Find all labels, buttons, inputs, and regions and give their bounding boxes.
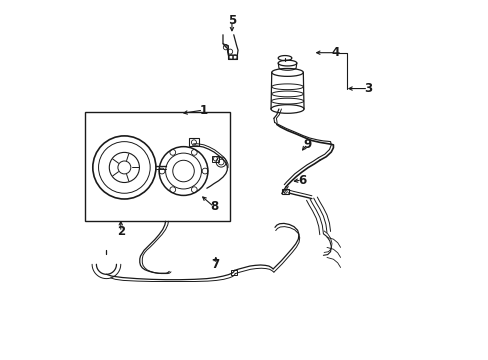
Text: 6: 6 [297,174,305,186]
Text: 3: 3 [364,82,371,95]
Bar [230,270,237,275]
Text: 7: 7 [211,258,220,271]
Text: 2: 2 [117,225,124,238]
Bar [85,112,230,221]
Bar [282,189,288,194]
Text: 8: 8 [209,201,218,213]
Bar [188,138,199,146]
Text: 1: 1 [199,104,207,117]
Bar [211,156,219,162]
Text: 9: 9 [303,138,311,150]
Text: 5: 5 [227,14,236,27]
Text: 4: 4 [331,46,339,59]
